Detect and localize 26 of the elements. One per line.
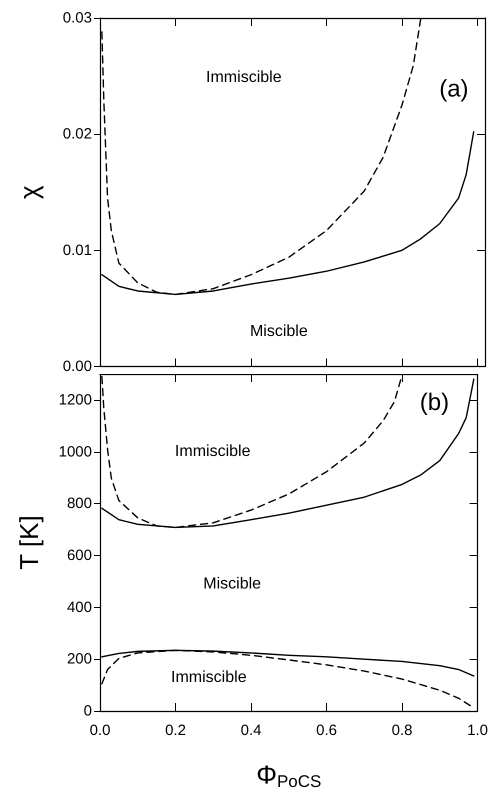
x-tick-label: 1.0: [467, 722, 488, 739]
annotation: Miscible: [203, 575, 262, 592]
x-tick-label: 0.6: [316, 722, 337, 739]
y-tick-label: 200: [66, 650, 92, 668]
x-tick-label: 0.0: [90, 722, 110, 739]
y-axis-title: χ: [14, 185, 44, 200]
y-tick-label: 0.03: [62, 10, 92, 26]
y-axis-title: T [K]: [14, 515, 44, 570]
y-tick-label: 1000: [58, 443, 92, 460]
y-tick-label: 0.02: [62, 126, 92, 143]
annotation: Immiscible: [171, 668, 247, 686]
annotation: (b): [420, 389, 450, 416]
y-tick-label: 600: [66, 546, 92, 564]
x-tick-label: 0.2: [165, 722, 186, 739]
y-tick-label: 0: [84, 702, 92, 720]
annotation: Miscible: [250, 322, 308, 340]
y-tick-label: 1200: [58, 391, 92, 408]
y-tick-label: 0.00: [62, 358, 92, 375]
annotation: Immiscible: [174, 443, 251, 460]
y-tick-label: 0.01: [62, 242, 92, 259]
annotation: (a): [439, 76, 469, 103]
annotation: Immiscible: [206, 68, 282, 86]
y-tick-label: 800: [66, 495, 92, 512]
y-tick-label: 400: [66, 598, 92, 616]
x-tick-label: 0.8: [392, 722, 412, 739]
x-tick-label: 0.4: [240, 722, 262, 739]
